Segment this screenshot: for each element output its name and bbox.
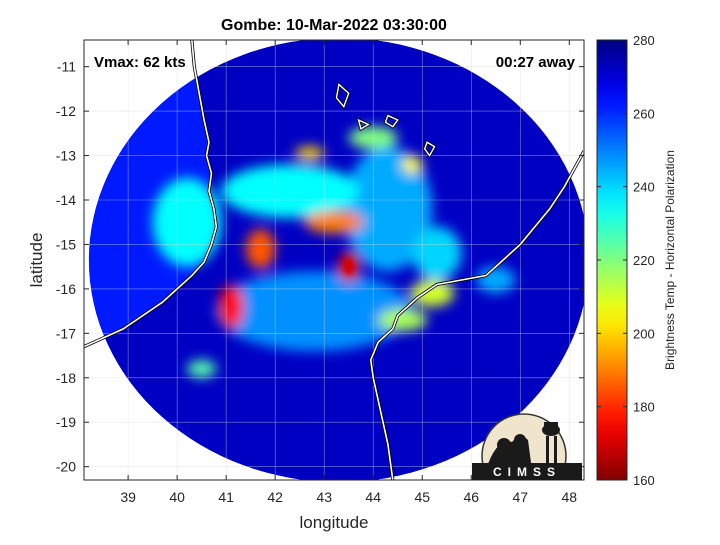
colorbar-tick-label: 160 (633, 473, 655, 488)
island (357, 118, 370, 130)
island (335, 83, 350, 109)
y-tick-label: -17 (56, 325, 76, 341)
warm-feature (409, 280, 455, 307)
warm-feature (412, 226, 462, 280)
y-tick-label: -14 (56, 192, 76, 208)
x-tick-label: 42 (267, 489, 283, 505)
eye-core (343, 258, 354, 275)
warm-feature (216, 271, 413, 352)
warm-feature (402, 155, 423, 174)
y-tick-label: -19 (56, 414, 76, 430)
x-tick-label: 39 (120, 489, 136, 505)
colorbar-label: Brightness Temp - Horizontal Polarizatio… (663, 150, 677, 370)
x-tick-label: 45 (414, 489, 430, 505)
warm-feature (245, 228, 276, 269)
warm-feature (304, 211, 364, 234)
warm-feature (378, 308, 428, 332)
x-tick-label: 47 (512, 489, 528, 505)
y-axis: -11 -12 -13 -14 -15 -16 -17 -18 -19 -20 (56, 59, 584, 475)
x-tick-label: 41 (218, 489, 234, 505)
colorbar-ticks: 160 180 200 220 240 260 280 (597, 33, 655, 488)
colorbar-tick-label: 240 (633, 180, 655, 195)
y-axis-label: latitude (27, 233, 46, 288)
island (384, 114, 399, 128)
chart-title: Gombe: 10-Mar-2022 03:30:00 (221, 17, 447, 34)
y-tick-label: -15 (56, 236, 76, 252)
warm-feature (343, 146, 433, 272)
y-tick-label: -12 (56, 103, 76, 119)
colorbar-tick-label: 200 (633, 326, 655, 341)
warm-feature (294, 146, 325, 160)
y-tick-label: -13 (56, 148, 76, 164)
vmax-annotation: Vmax: 62 kts (94, 54, 186, 71)
warm-feature (152, 177, 222, 267)
x-tick-label: 48 (562, 489, 578, 505)
colorbar (596, 39, 628, 481)
x-tick-label: 43 (316, 489, 332, 505)
colorbar-tick-label: 220 (633, 253, 655, 268)
island (423, 141, 436, 157)
time-away-annotation: 00:27 away (496, 54, 576, 71)
plot-frame (83, 39, 585, 481)
grid-lines (84, 40, 584, 480)
colorbar-tick-label: 260 (633, 106, 655, 121)
y-tick-label: -18 (56, 370, 76, 386)
cimss-logo-text: CIMSS (493, 465, 561, 479)
colorbar-tick-label: 180 (633, 400, 655, 415)
africa-coast (84, 40, 218, 348)
y-tick-label: -11 (57, 59, 76, 75)
warm-feature (186, 360, 217, 378)
x-tick-label: 40 (169, 489, 185, 505)
x-axis: 39 40 41 42 43 44 45 46 47 48 (120, 40, 577, 505)
x-axis-label: longitude (299, 513, 368, 532)
coastlines (84, 40, 584, 480)
y-tick-label: -20 (56, 459, 76, 475)
madagascar-coast (369, 150, 584, 480)
warm-feature (221, 164, 359, 218)
x-tick-label: 46 (463, 489, 479, 505)
warm-feature (476, 266, 516, 294)
colorbar-tick-label: 280 (633, 33, 655, 48)
warm-feature (218, 284, 244, 329)
cimss-logo: CIMSS (472, 413, 582, 480)
y-tick-label: -16 (56, 281, 76, 297)
x-tick-label: 44 (365, 489, 381, 505)
